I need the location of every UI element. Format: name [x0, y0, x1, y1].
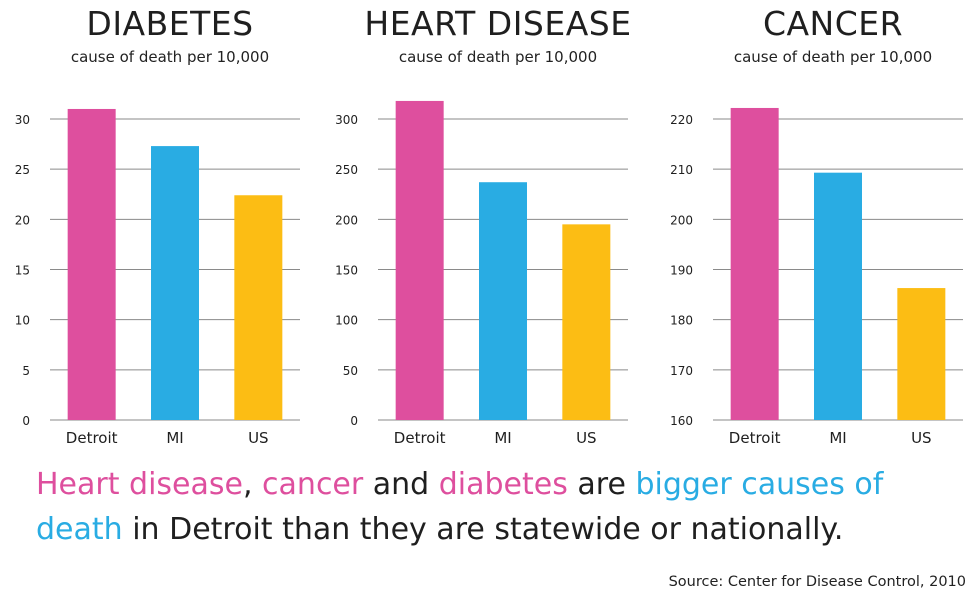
- y-tick-label: 250: [335, 163, 358, 177]
- headline-segment: are: [567, 467, 636, 502]
- y-tick-label: 30: [15, 113, 30, 127]
- source-note: Source: Center for Disease Control, 2010: [668, 574, 966, 590]
- bar-detroit: [730, 107, 779, 421]
- bar-detroit: [395, 100, 444, 420]
- y-tick-label: 200: [335, 213, 358, 227]
- y-tick-label: 200: [670, 213, 693, 227]
- x-tick-label: Detroit: [66, 429, 118, 447]
- bar-us: [234, 195, 283, 420]
- y-tick-label: 100: [335, 314, 358, 328]
- bar-mi: [814, 172, 862, 420]
- y-tick-label: 0: [22, 414, 30, 428]
- y-tick-label: 170: [670, 364, 693, 378]
- chart-panel-cancer: CANCER cause of death per 10,000 160 170 1…: [670, 0, 980, 460]
- chart-title: HEART DISEASE: [364, 4, 632, 43]
- bar-mi: [151, 146, 199, 420]
- bar-us: [897, 288, 946, 420]
- y-tick-label: 5: [22, 364, 30, 378]
- headline-caption: Heart disease, cancer and diabetes are b…: [36, 462, 966, 552]
- chart-svg-diabetes: 0 5 10 15 20 25 30 Detroit MI US: [15, 108, 300, 447]
- y-tick-label: 300: [335, 113, 358, 127]
- x-tick-label: Detroit: [729, 429, 781, 447]
- headline-segment: cancer: [262, 467, 364, 502]
- y-tick-label: 220: [670, 113, 693, 127]
- x-tick-label: US: [576, 429, 597, 447]
- y-tick-label: 20: [15, 213, 30, 227]
- y-tick-label: 150: [335, 264, 358, 278]
- y-tick-label: 210: [670, 163, 693, 177]
- chart-subtitle: cause of death per 10,000: [733, 48, 933, 66]
- y-tick-label: 160: [670, 414, 693, 428]
- y-tick-label: 50: [343, 364, 358, 378]
- x-tick-label: MI: [166, 429, 183, 447]
- x-tick-label: Detroit: [394, 429, 446, 447]
- chart-subtitle: cause of death per 10,000: [398, 48, 598, 66]
- y-tick-label: 15: [15, 264, 30, 278]
- chart-title: CANCER: [762, 4, 904, 43]
- y-tick-label: 10: [15, 314, 30, 328]
- bar-detroit: [67, 108, 116, 420]
- x-tick-label: MI: [829, 429, 846, 447]
- headline-segment: bigger causes of death: [36, 467, 884, 547]
- chart-svg-heart-disease: 0 50 100 150 200 250 300 Detroit MI US: [335, 100, 628, 447]
- chart-panel-diabetes: DIABETES cause of death per 10,000 0 5 10 1…: [10, 0, 330, 460]
- headline-segment: and: [363, 467, 439, 502]
- headline-segment: in Detroit than they are statewide or na…: [122, 512, 844, 547]
- chart-panel-heart-disease: HEART DISEASE cause of death per 10,000 …: [335, 0, 658, 460]
- headline-segment: ,: [242, 467, 263, 502]
- x-tick-label: US: [911, 429, 932, 447]
- x-tick-label: US: [248, 429, 269, 447]
- bar-us: [562, 224, 611, 420]
- headline-segment: Heart disease: [36, 467, 243, 502]
- y-tick-label: 180: [670, 314, 693, 328]
- chart-svg-cancer: 160 170 180 190 200 210 220 Detroit MI US: [670, 107, 963, 447]
- chart-subtitle: cause of death per 10,000: [70, 48, 270, 66]
- y-tick-label: 190: [670, 264, 693, 278]
- bar-mi: [479, 182, 527, 420]
- y-tick-label: 25: [15, 163, 30, 177]
- y-tick-label: 0: [350, 414, 358, 428]
- x-tick-label: MI: [494, 429, 511, 447]
- headline-segment: diabetes: [438, 467, 568, 502]
- chart-title: DIABETES: [86, 4, 254, 43]
